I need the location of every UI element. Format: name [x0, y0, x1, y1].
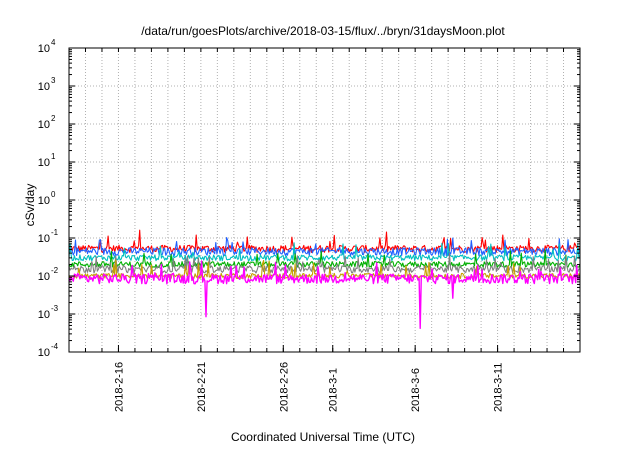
y-tick-exponent: -1 [51, 228, 59, 237]
series-line [68, 237, 581, 257]
y-tick-label: 10 [38, 233, 50, 245]
x-tick-label: 2018-3-11 [493, 363, 505, 412]
y-tick-exponent: 4 [51, 38, 56, 47]
grid-layer [69, 48, 580, 352]
y-tick-exponent: -4 [51, 342, 59, 351]
y-tick-label: 10 [38, 195, 50, 207]
x-tick-label: 2018-2-26 [278, 362, 290, 412]
y-tick-exponent: -2 [51, 266, 59, 275]
x-tick-label: 2018-3-1 [328, 368, 340, 412]
y-tick-label: 10 [38, 119, 50, 131]
y-tick-label: 10 [38, 43, 50, 55]
chart-title: /data/run/goesPlots/archive/2018-03-15/f… [141, 24, 505, 38]
y-tick-label: 10 [38, 157, 50, 169]
x-tick-label: 2018-2-21 [196, 362, 208, 412]
y-tick-label: 10 [38, 347, 50, 359]
x-axis-label: Coordinated Universal Time (UTC) [231, 430, 415, 444]
y-tick-exponent: 2 [51, 114, 56, 123]
y-tick-exponent: -3 [51, 304, 59, 313]
y-tick-exponent: 3 [51, 76, 56, 85]
y-tick-label: 10 [38, 81, 50, 93]
y-tick-label: 10 [38, 309, 50, 321]
x-ticks: 2018-2-16 2018-2-21 2018-2-26 2018-3-1 2018-… [84, 48, 565, 412]
series-layer [68, 229, 581, 329]
y-tick-exponent: 0 [51, 190, 56, 199]
series-line [68, 252, 581, 274]
x-tick-label: 2018-3-6 [410, 368, 422, 412]
x-tick-label: 2018-2-16 [113, 362, 125, 412]
y-tick-label: 10 [38, 271, 50, 283]
series-line [68, 260, 581, 329]
y-tick-exponent: 1 [51, 152, 56, 161]
y-axis-label: cSv/day [23, 184, 37, 227]
